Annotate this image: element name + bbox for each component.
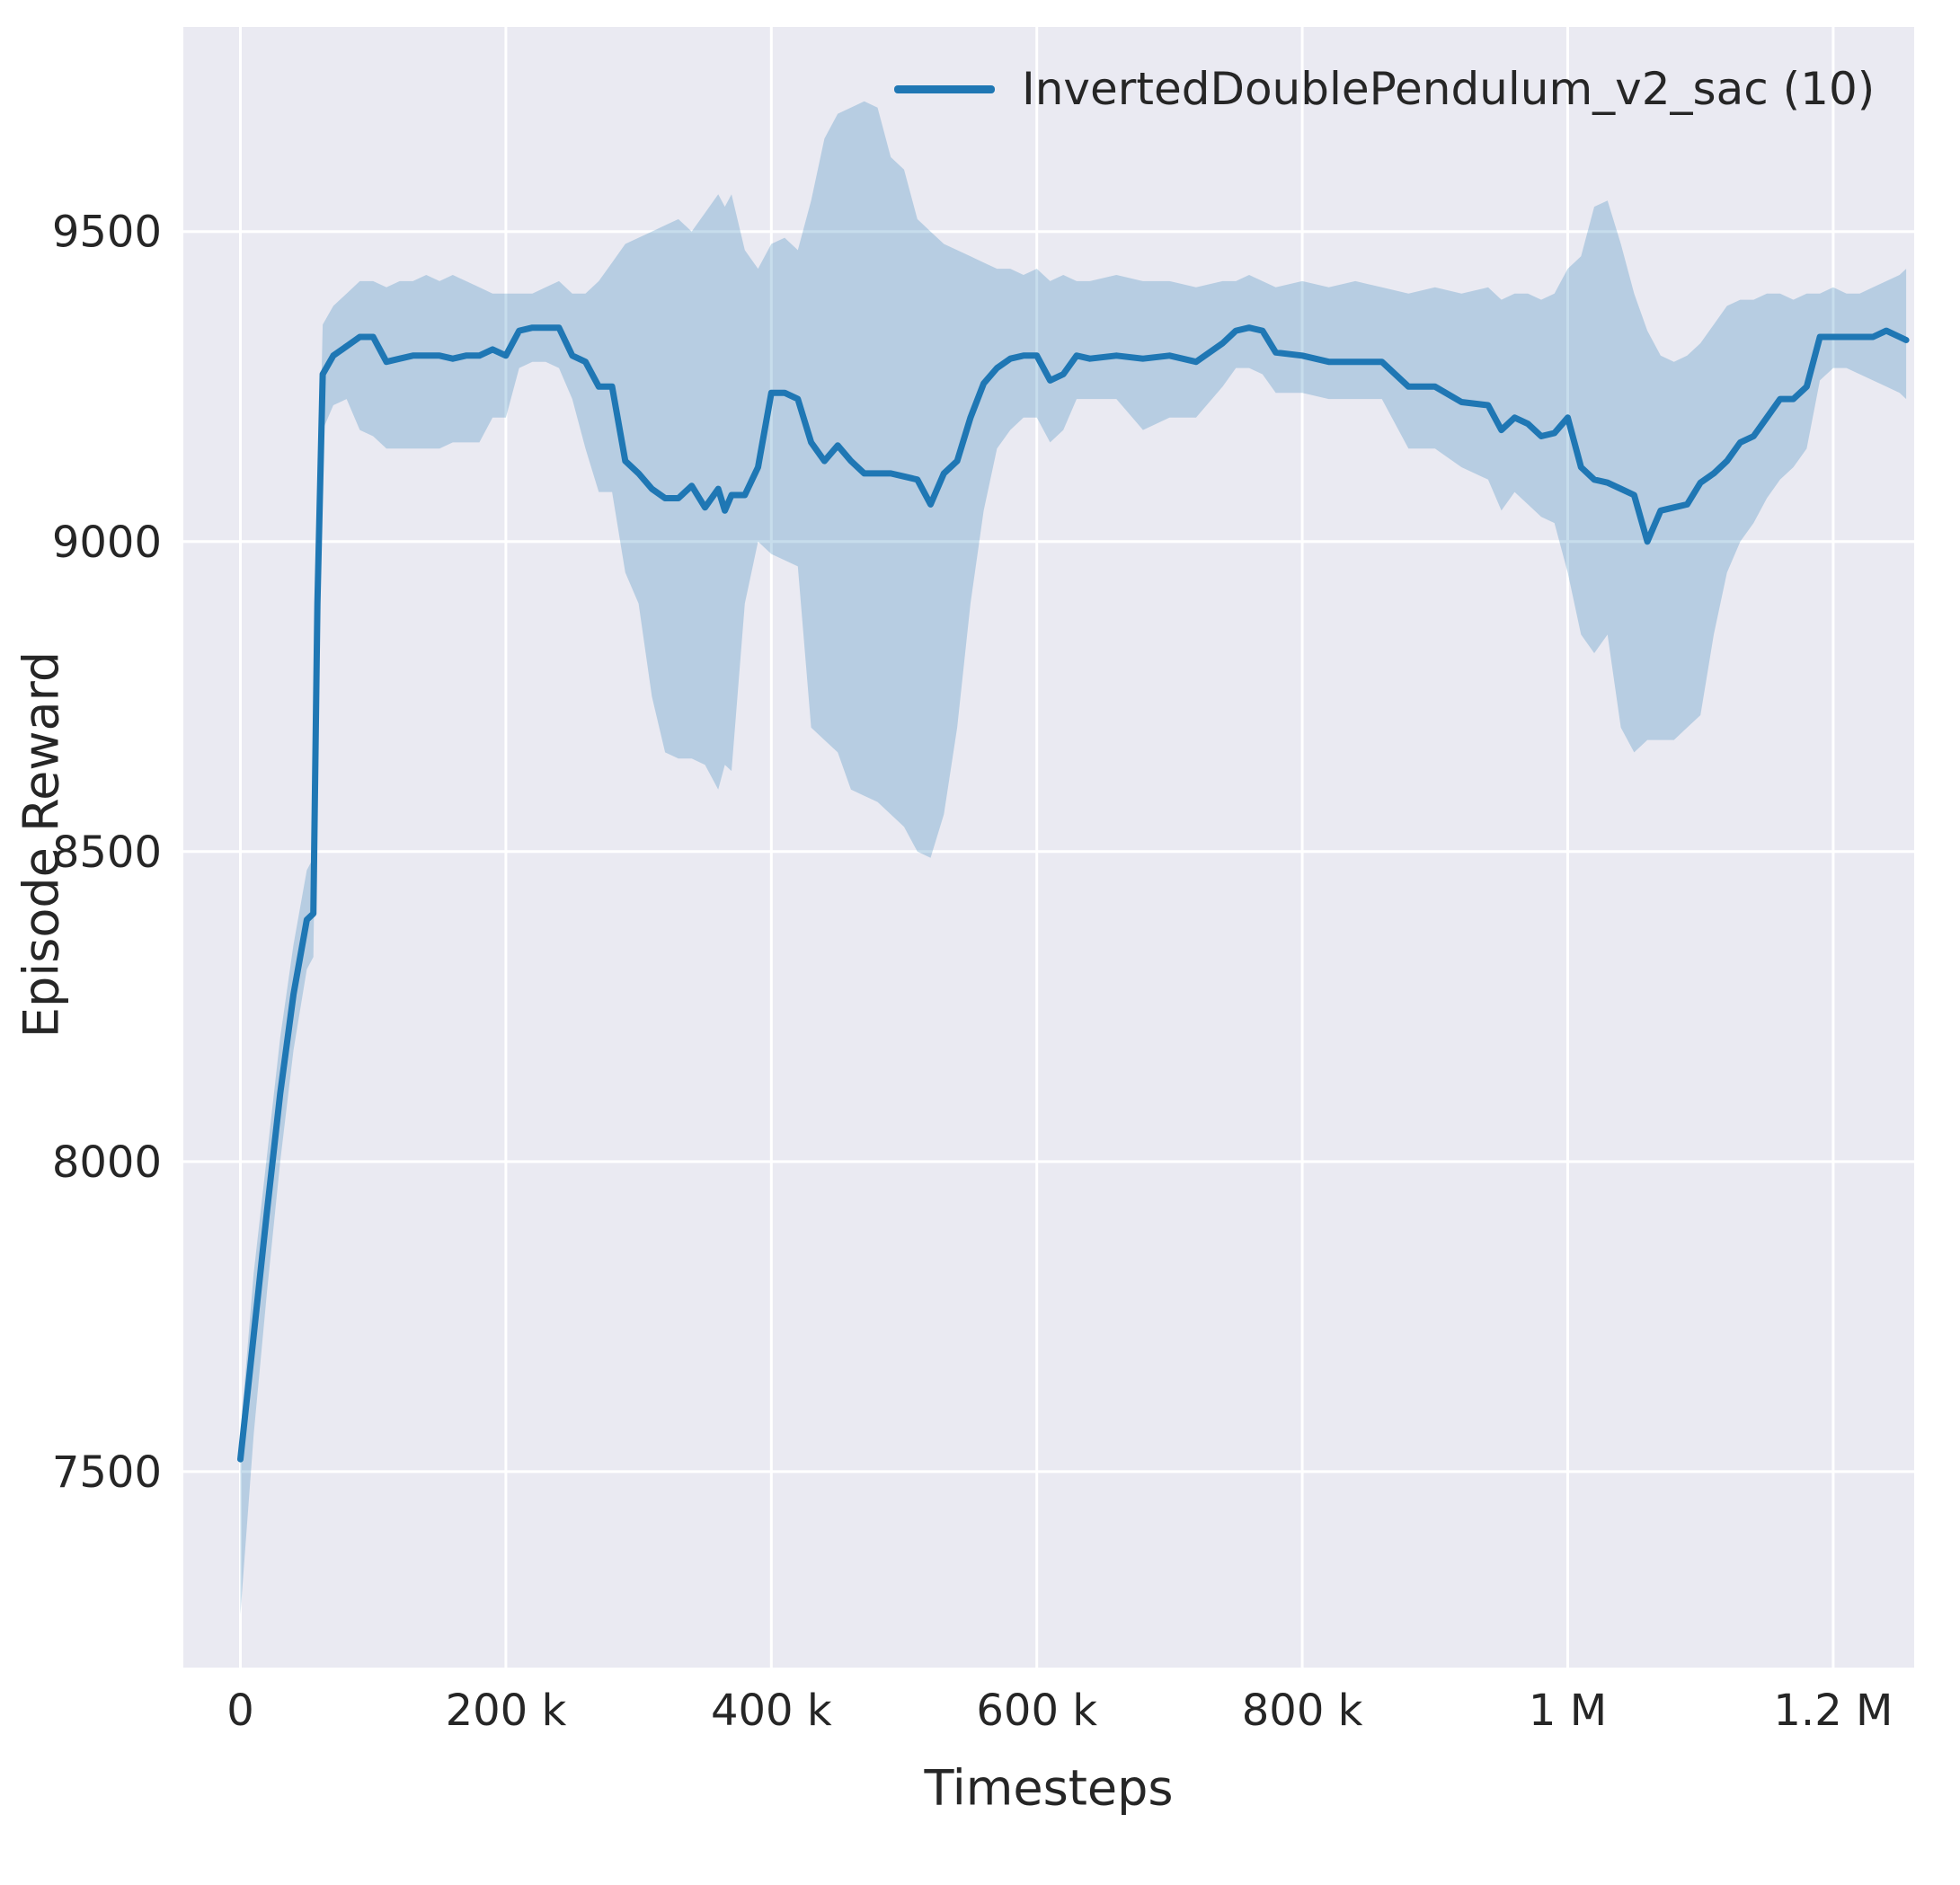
y-tick-label: 7500: [52, 1447, 162, 1498]
x-tick-label: 600 k: [976, 1686, 1097, 1736]
x-tick-label: 200 k: [446, 1686, 567, 1736]
legend: InvertedDoublePendulum_v2_sac (10): [894, 63, 1875, 115]
x-tick-label: 400 k: [711, 1686, 832, 1736]
mean-line: [237, 324, 1910, 1463]
confidence-band: [240, 101, 1907, 1615]
y-tick-label: 9500: [52, 208, 162, 258]
y-tick-label: 8500: [52, 827, 162, 878]
legend-label: InvertedDoublePendulum_v2_sac (10): [1022, 63, 1876, 115]
x-tick-label: 800 k: [1242, 1686, 1363, 1736]
y-tick-label: 8000: [52, 1137, 162, 1188]
x-tick-label: 1 M: [1529, 1686, 1607, 1736]
legend-line-swatch: [894, 84, 995, 93]
x-tick-label: 0: [226, 1686, 254, 1736]
x-tick-label: 1.2 M: [1773, 1686, 1893, 1736]
x-axis-label: Timesteps: [924, 1759, 1174, 1817]
y-axis-label: Episode Reward: [13, 650, 70, 1039]
plot-area: [183, 27, 1914, 1668]
y-tick-label: 9000: [52, 518, 162, 568]
